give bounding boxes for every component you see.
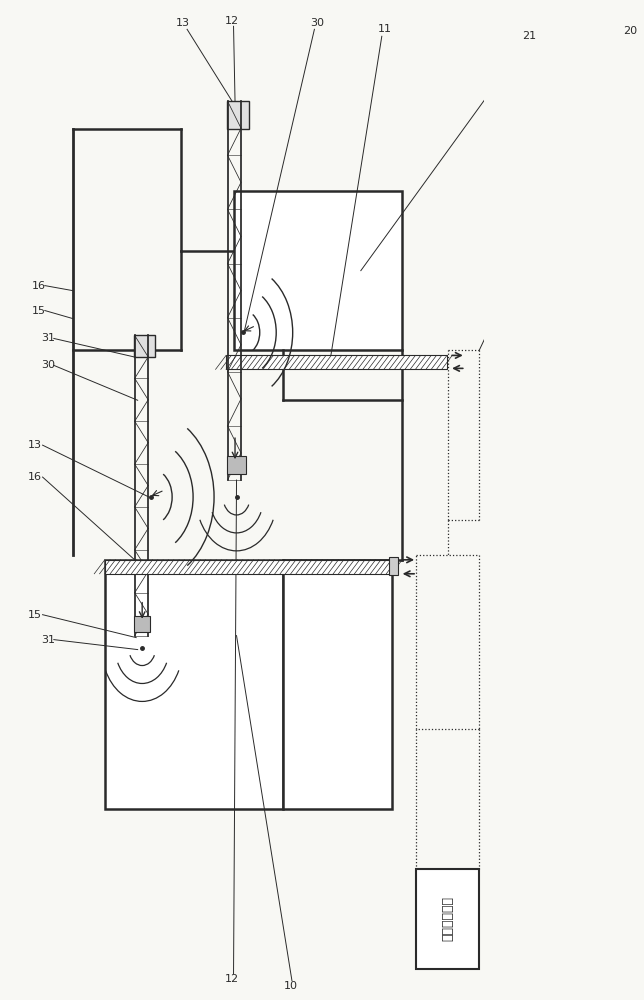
Bar <box>105 560 283 809</box>
Text: 31: 31 <box>41 635 55 645</box>
Bar <box>105 560 397 574</box>
Text: 10: 10 <box>283 981 298 991</box>
Text: 11: 11 <box>378 24 392 34</box>
Bar <box>227 101 249 129</box>
Text: 16: 16 <box>28 472 42 482</box>
Text: 20: 20 <box>623 26 638 36</box>
Text: 16: 16 <box>32 281 46 291</box>
Text: 21: 21 <box>522 31 536 41</box>
Bar <box>416 869 479 969</box>
Bar <box>227 456 245 474</box>
Bar <box>226 355 447 369</box>
Text: 12: 12 <box>225 16 239 26</box>
Text: 31: 31 <box>41 333 55 343</box>
Text: 12: 12 <box>225 974 239 984</box>
Text: 中央计算单元: 中央计算单元 <box>441 896 454 941</box>
Bar <box>234 191 402 350</box>
Text: 30: 30 <box>41 360 55 370</box>
Bar <box>134 616 151 632</box>
Text: 15: 15 <box>32 306 46 316</box>
Text: 13: 13 <box>28 440 42 450</box>
Text: 13: 13 <box>176 18 189 28</box>
Bar <box>134 335 155 357</box>
Bar <box>283 560 392 809</box>
Text: 30: 30 <box>310 18 325 28</box>
Text: 15: 15 <box>28 610 42 620</box>
Bar <box>389 557 398 575</box>
